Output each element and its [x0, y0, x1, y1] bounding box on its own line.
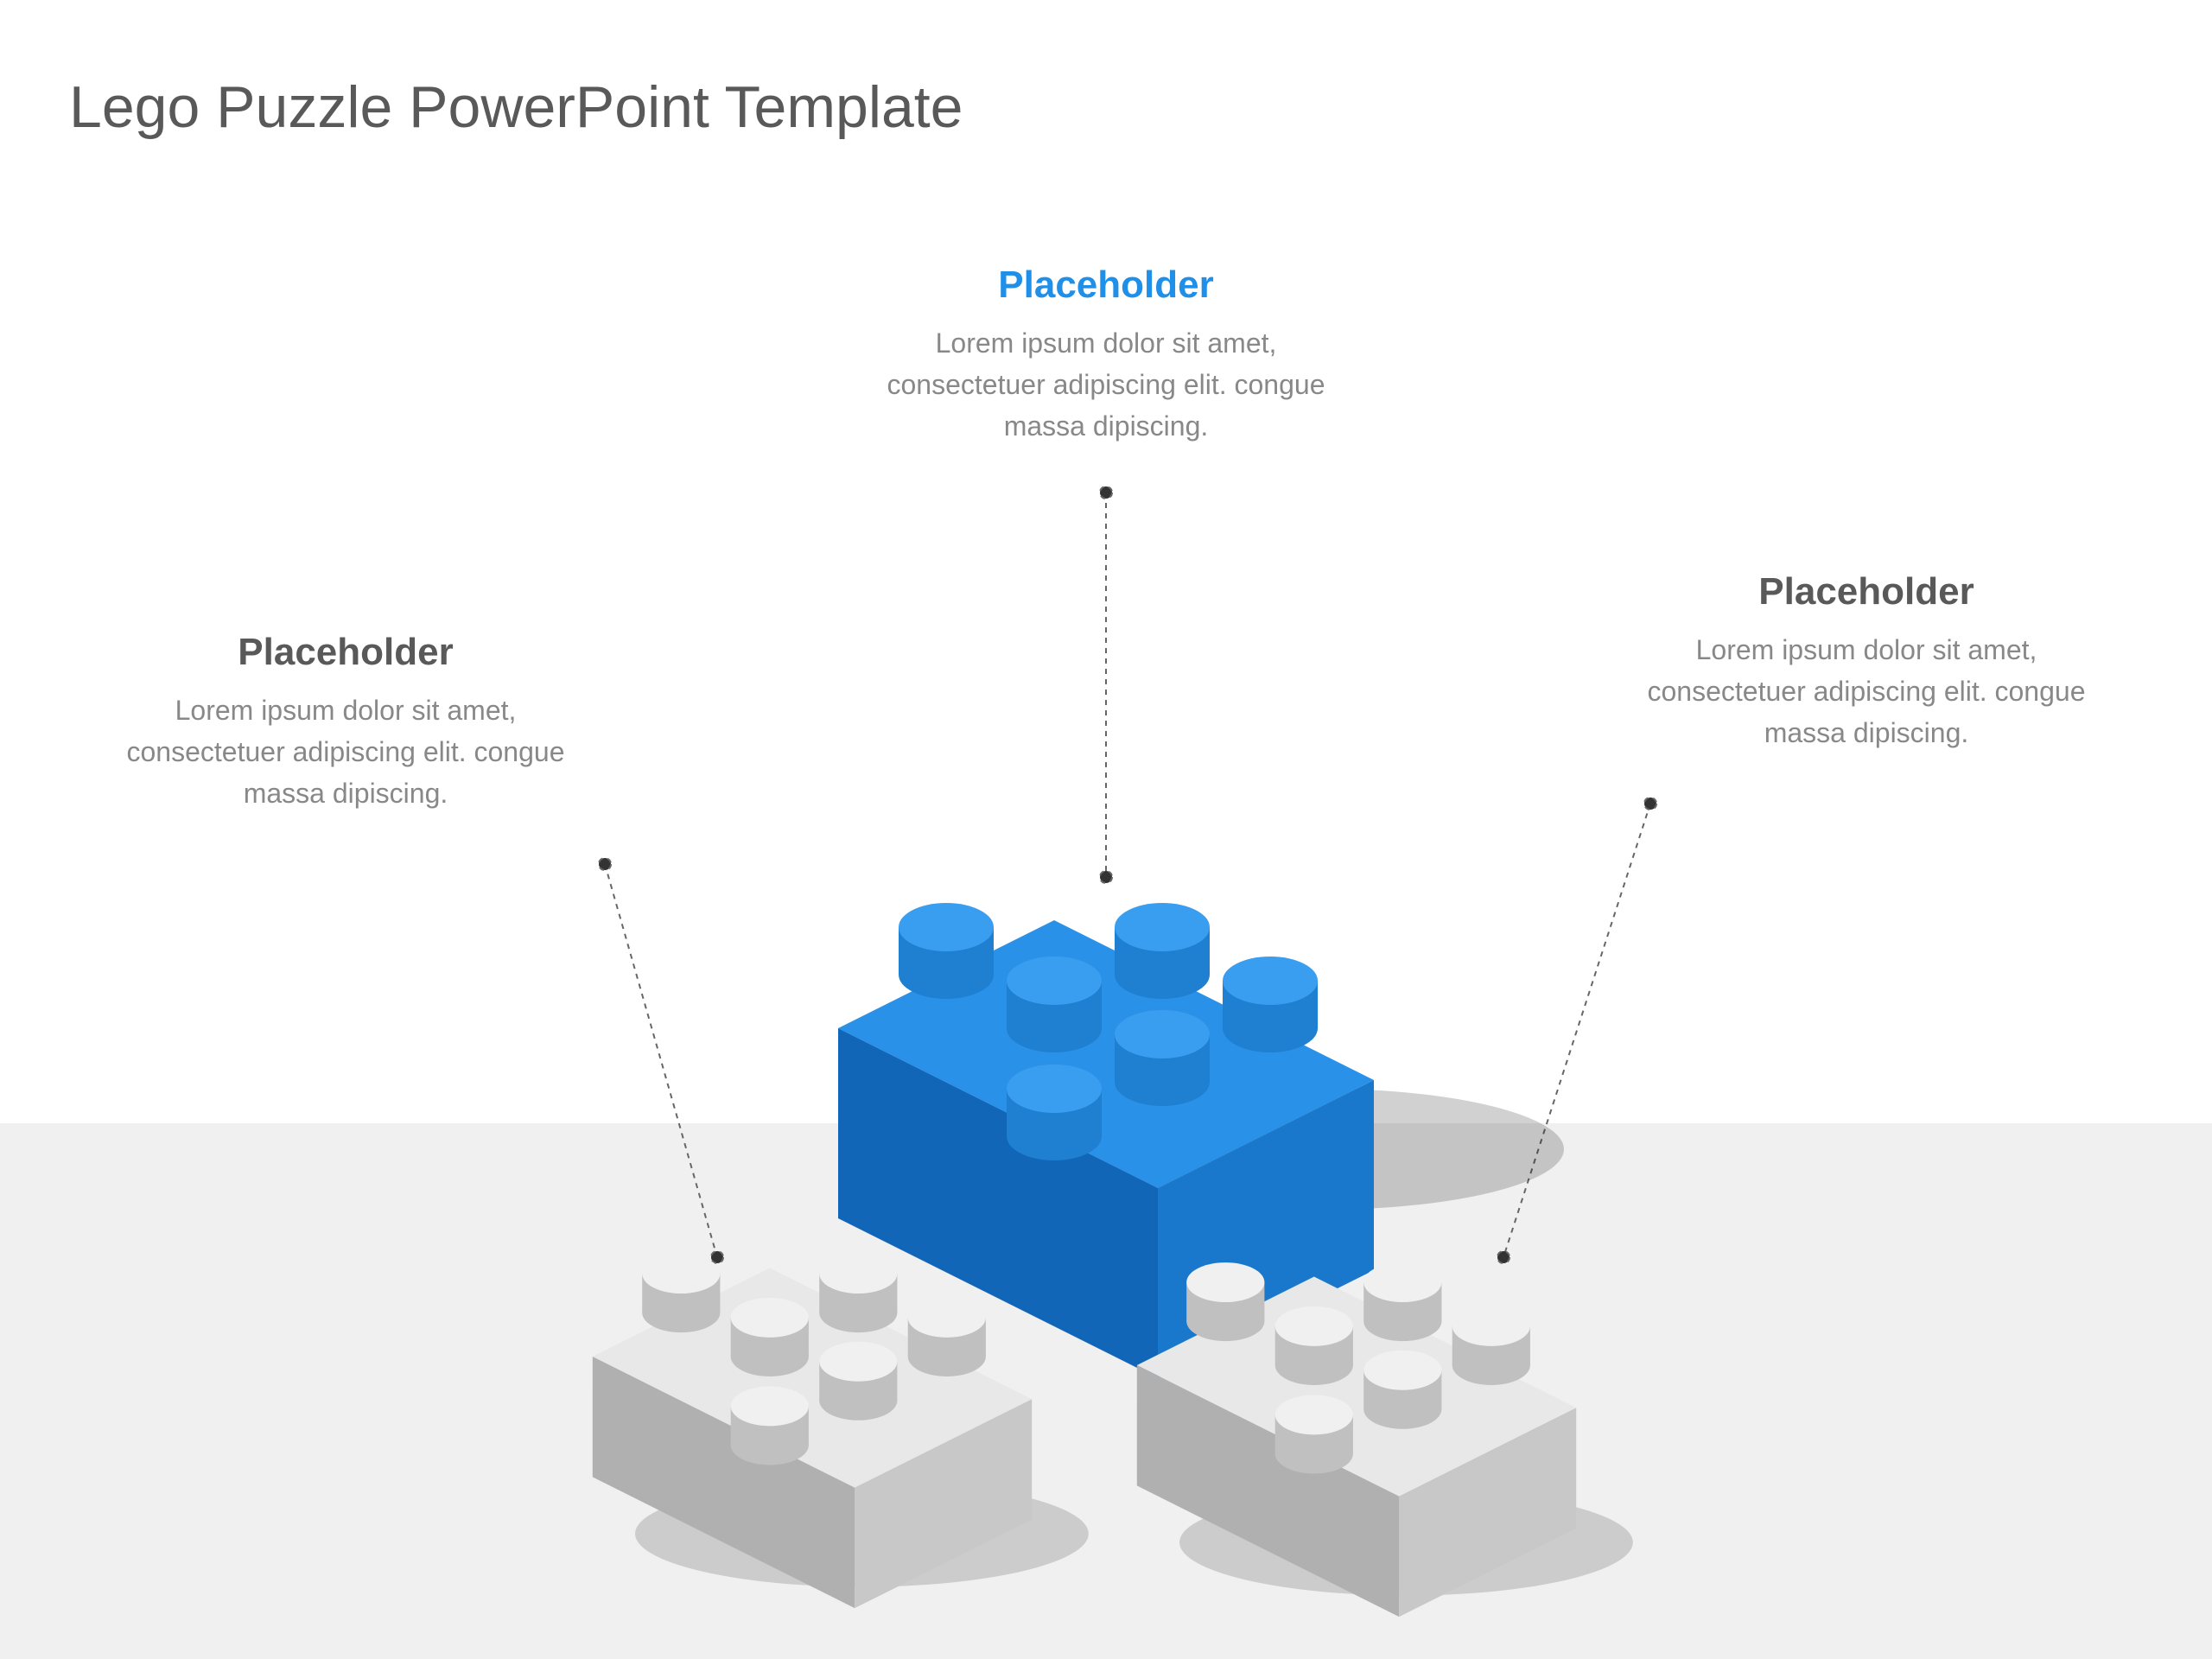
diagram-stage [0, 0, 2212, 1659]
lego-brick-gray-right [1137, 1262, 1633, 1617]
lego-brick-gray-left [593, 1254, 1089, 1608]
